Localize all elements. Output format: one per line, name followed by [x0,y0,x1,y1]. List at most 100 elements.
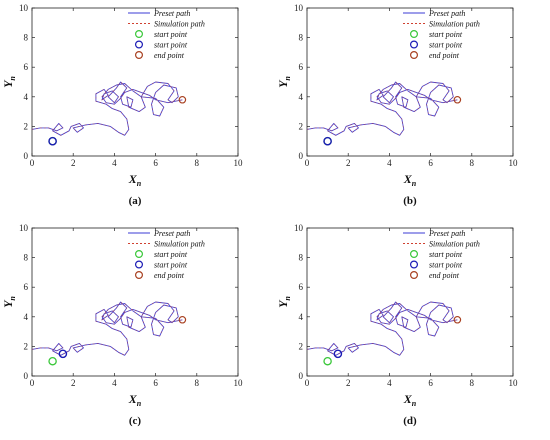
x-tick-label: 4 [387,158,392,168]
legend-label: start point [429,261,463,270]
y-tick-label: 10 [294,3,304,13]
legend-label: start point [154,261,188,270]
end-point-marker [178,95,187,104]
x-tick-label: 2 [71,378,76,388]
y-tick-label: 0 [299,371,304,381]
panel-caption: (c) [129,415,142,427]
y-tick-label: 2 [299,341,304,351]
y-tick-label: 0 [24,151,29,161]
chart-svg: 0 2 4 6 8 10 0 2 4 6 8 10 Xn Yn Preset path Simulation … [276,223,519,427]
x-tick-label: 2 [346,158,351,168]
x-tick-label: 4 [112,378,117,388]
blue-start-point-marker [323,136,332,146]
chart-panel: 0 2 4 6 8 10 0 2 4 6 8 10 Xn Yn Preset path Simulation … [275,220,550,440]
x-tick-label: 0 [305,378,310,388]
y-tick-label: 10 [19,3,29,13]
legend-label: start point [154,250,188,259]
chart-svg: 0 2 4 6 8 10 0 2 4 6 8 10 Xn Yn Preset path Simulation … [1,3,244,207]
y-tick-label: 8 [299,33,304,43]
y-tick-label: 2 [299,121,304,131]
end-point-marker [453,95,462,104]
legend-label: Preset path [428,9,465,18]
y-tick-label: 6 [299,62,304,72]
chart-panel: 0 2 4 6 8 10 0 2 4 6 8 10 Xn Yn Preset path Simulation … [0,0,275,220]
green-start-point-marker [323,356,332,366]
y-tick-label: 6 [24,282,29,292]
blue-start-point-marker [333,349,343,359]
y-tick-label: 2 [24,121,29,131]
chart-panel: 0 2 4 6 8 10 0 2 4 6 8 10 Xn Yn Preset path Simulation … [0,220,275,440]
legend-swatch-circle [410,250,419,259]
legend-label: start point [429,41,463,50]
y-tick-label: 4 [24,92,29,102]
y-tick-label: 4 [299,312,304,322]
y-axis-label: Yn [1,296,17,308]
legend-label: start point [429,30,463,39]
y-axis-label: Yn [276,76,292,88]
y-axis-label: Yn [276,296,292,308]
x-tick-label: 4 [387,378,392,388]
legend-swatch-circle [410,50,419,59]
legend-label: Preset path [153,229,190,238]
legend-label: Simulation path [154,240,205,249]
legend-swatch-circle [135,250,144,259]
blue-start-point-marker [58,349,68,359]
y-tick-label: 0 [24,371,29,381]
legend-swatch-circle [410,30,419,39]
x-tick-label: 0 [305,158,310,168]
legend-swatch-circle [135,50,144,59]
y-tick-label: 8 [24,33,29,43]
x-tick-label: 10 [509,378,519,388]
y-tick-label: 0 [299,151,304,161]
end-point-marker [178,315,187,324]
green-start-point-marker [48,356,57,366]
plot-frame [306,7,514,157]
legend-swatch-circle [135,40,144,49]
panel-caption: (d) [403,415,417,427]
legend-label: Preset path [153,9,190,18]
legend-label: start point [429,250,463,259]
blue-start-point-marker [48,136,57,146]
legend-swatch-circle [135,270,144,279]
x-tick-label: 6 [428,378,433,388]
x-tick-label: 0 [30,378,35,388]
chart-svg: 0 2 4 6 8 10 0 2 4 6 8 10 Xn Yn Preset path Simulation … [276,3,518,207]
y-tick-label: 6 [24,62,29,72]
y-tick-label: 2 [24,341,29,351]
y-tick-label: 10 [19,223,29,233]
simulation-path-line [306,81,458,136]
y-tick-label: 4 [24,312,29,322]
x-tick-label: 6 [153,158,158,168]
x-tick-label: 2 [346,378,351,388]
legend-label: end point [429,51,460,60]
x-axis-label: Xn [128,392,142,408]
legend-label: end point [154,51,185,60]
legend-swatch-circle [410,40,419,49]
simulation-path-line [31,81,183,136]
x-tick-label: 6 [153,378,158,388]
x-axis-label: Xn [128,172,142,188]
end-point-marker [453,315,462,324]
x-tick-label: 6 [428,158,433,168]
legend-swatch-circle [135,30,144,39]
legend-label: Simulation path [429,240,480,249]
x-tick-label: 8 [470,378,475,388]
legend-label: Simulation path [154,20,205,29]
x-tick-label: 2 [71,158,76,168]
y-tick-label: 8 [24,253,29,263]
x-tick-label: 8 [195,158,200,168]
x-axis-label: Xn [403,392,417,408]
panel-caption: (a) [129,195,142,207]
y-tick-label: 10 [294,223,304,233]
legend-label: end point [429,271,460,280]
x-tick-label: 10 [234,158,244,168]
y-axis-label: Yn [1,76,17,88]
y-tick-label: 8 [299,253,304,263]
panel-caption: (b) [403,195,417,207]
plot-frame [31,7,239,157]
legend-label: start point [154,30,188,39]
x-tick-label: 8 [195,378,200,388]
legend-label: end point [154,271,185,280]
simulation-path-line [31,301,183,356]
